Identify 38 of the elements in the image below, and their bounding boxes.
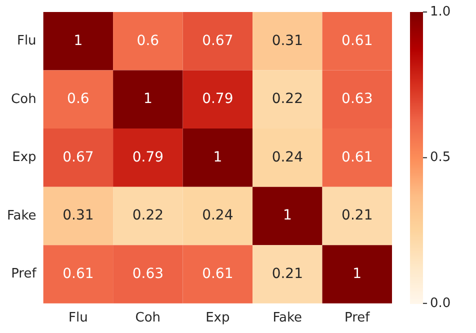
data-label: 0.79 [132, 149, 164, 166]
y-tick-label: Flu [16, 34, 36, 49]
x-tick-label: Exp [206, 310, 230, 326]
data-label: 0.6 [67, 91, 90, 108]
data-label: 0.21 [342, 208, 373, 224]
color-bar-label: 1.0 [430, 4, 451, 20]
color-bar-label: 0.5 [430, 150, 451, 166]
data-label: 0.63 [132, 266, 164, 282]
data-label: 1 [74, 32, 83, 49]
data-label: 0.24 [272, 149, 304, 166]
x-tick-label: Coh [135, 310, 161, 326]
data-label: 0.61 [342, 149, 373, 166]
data-label: 0.6 [136, 32, 160, 49]
data-label: 1 [143, 91, 152, 108]
data-label: 0.63 [342, 91, 373, 108]
x-tick-label: Flu [68, 310, 88, 326]
data-label: 0.22 [132, 208, 164, 224]
data-label: 0.61 [62, 266, 94, 282]
data-label: 1 [213, 149, 222, 166]
data-label: 0.31 [272, 32, 303, 49]
x-tick-label: Pref [344, 310, 370, 326]
y-tick-label: Exp [12, 150, 36, 166]
data-label: 0.61 [342, 32, 373, 49]
data-label: 0.67 [62, 149, 94, 166]
y-tick-label: Fake [6, 208, 36, 224]
color-bar-label: 0.0 [430, 296, 451, 311]
data-label: 0.21 [272, 266, 303, 282]
data-label: 0.79 [202, 91, 234, 108]
data-label: 0.22 [272, 91, 303, 108]
data-label: 0.24 [202, 208, 234, 224]
data-label: 0.67 [202, 32, 234, 49]
y-tick-label: Pref [11, 266, 37, 282]
y-tick-label: Coh [11, 92, 36, 107]
data-label: 0.31 [62, 208, 94, 224]
data-label: 1 [352, 266, 362, 282]
data-label: 1 [282, 208, 292, 224]
data-label: 0.61 [202, 266, 234, 282]
x-tick-label: Fake [272, 310, 302, 326]
